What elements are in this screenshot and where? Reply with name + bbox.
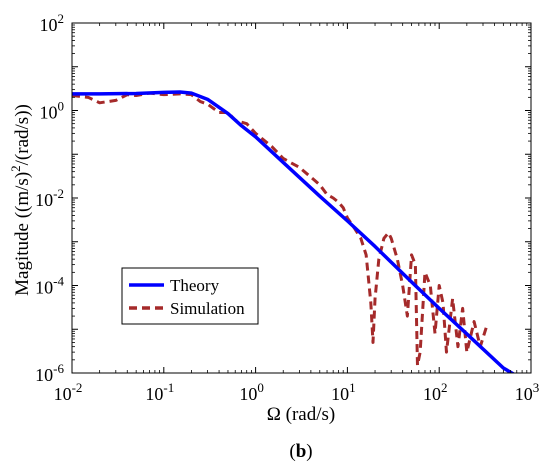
y-tick-label: 10-6 [35, 361, 64, 385]
y-tick-label: 100 [40, 99, 65, 123]
series-line-theory [72, 90, 516, 373]
x-tick-label: 102 [423, 380, 448, 404]
legend-box [121, 267, 259, 325]
series-line-simulation [72, 91, 489, 367]
x-tick-label: 101 [331, 380, 356, 404]
x-axis-label: Ω (rad/s) [267, 404, 335, 425]
x-tick-label: 10-1 [145, 380, 174, 404]
y-tick-label: 10-4 [35, 274, 64, 298]
y-tick-label: 102 [40, 11, 65, 35]
x-tick-label: 100 [239, 380, 264, 404]
series-layer [72, 90, 516, 373]
legend: Theory Simulation [121, 267, 259, 325]
subfigure-label: (b) [289, 441, 312, 462]
y-axis-label: Magitude ((m/s)2/(rad/s)) [8, 104, 33, 296]
legend-label-simulation: Simulation [170, 299, 245, 318]
ticks-layer: 10-2 10-1 100 101 102 103 10-6 10-4 10-2 100 102 [35, 11, 539, 404]
y-tick-label: 10-2 [35, 186, 64, 210]
x-tick-label: 103 [515, 380, 540, 404]
legend-label-theory: Theory [170, 276, 220, 295]
x-tick-label: 10-2 [54, 380, 83, 404]
